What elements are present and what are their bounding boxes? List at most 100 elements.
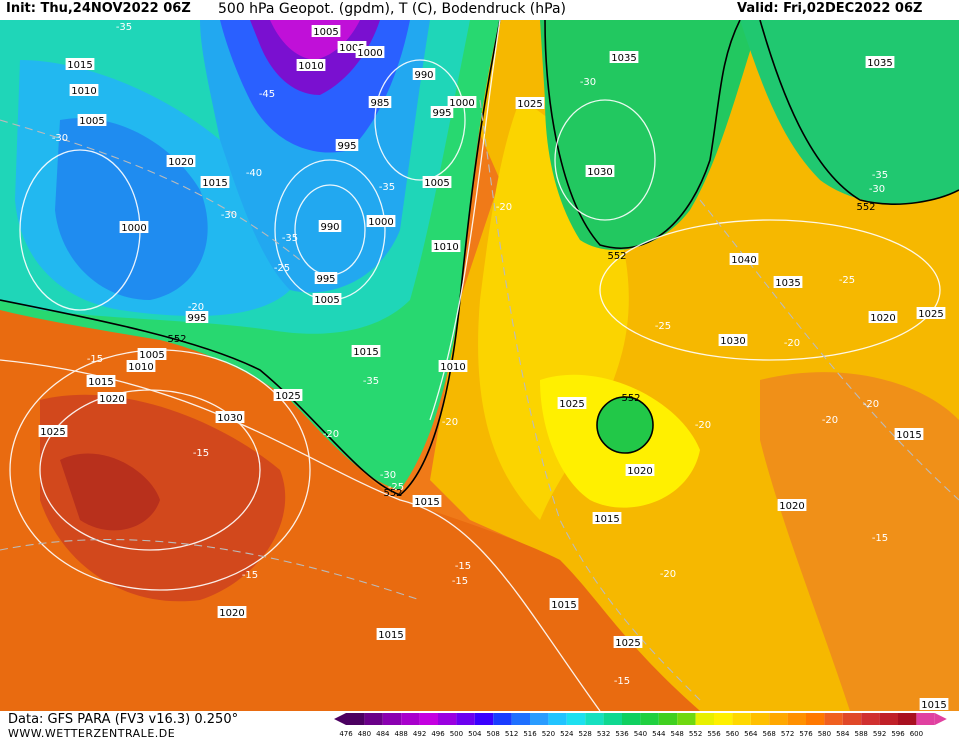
temperature-label: -25	[274, 263, 290, 274]
temperature-label: -15	[193, 448, 209, 459]
scale-swatch	[346, 713, 365, 725]
scale-value-label: 480	[358, 730, 371, 738]
isobar-label: 1010	[71, 86, 96, 97]
isobar-label-box	[312, 293, 342, 305]
isobar-label-box	[894, 428, 924, 440]
isobar-label: 1015	[353, 347, 378, 358]
geopotential-label: 552	[607, 251, 626, 262]
scale-value-label: 596	[891, 730, 905, 738]
scale-swatch	[916, 713, 935, 725]
scale-value-label: 484	[376, 730, 390, 738]
scale-swatch	[603, 713, 622, 725]
temperature-label: -25	[388, 482, 404, 493]
isobar-label: 1020	[779, 501, 804, 512]
scale-value-label: 540	[634, 730, 647, 738]
isobar-label: 1020	[219, 608, 244, 619]
isobar-label-box	[625, 464, 655, 476]
isobar-label-box	[86, 375, 116, 387]
scale-value-label: 552	[689, 730, 702, 738]
isobar-label: 1000	[121, 223, 146, 234]
isobar-label-box	[273, 389, 303, 401]
scale-value-label: 580	[818, 730, 831, 738]
temperature-label: -20	[323, 429, 339, 440]
geopotential-label: 552	[621, 393, 640, 404]
scale-value-label: 488	[395, 730, 408, 738]
color-scale: 476 480 484 488 492 496 500 504 508 512 516 520 524 5…	[334, 713, 947, 738]
temperature-label: -45	[259, 89, 275, 100]
scale-value-label: 512	[505, 730, 518, 738]
scale-swatch	[401, 713, 420, 725]
isobar-label-box	[868, 311, 898, 323]
isobar-label-box	[422, 176, 452, 188]
isobar-label-box	[718, 334, 748, 346]
isobar-label-box	[592, 512, 622, 524]
scale-value-label: 600	[910, 730, 923, 738]
temperature-label: -35	[872, 170, 888, 181]
temperature-label: -25	[839, 275, 855, 286]
isobar-label: 1005	[339, 43, 364, 54]
temperature-label: -25	[655, 321, 671, 332]
scale-value-label: 564	[744, 730, 758, 738]
isobar-label-box	[311, 25, 341, 37]
isobar-label-box	[376, 628, 406, 640]
temperature-label: -20	[822, 415, 838, 426]
scale-arrow-left	[334, 713, 346, 725]
scale-swatch	[419, 713, 438, 725]
geopotential-label: 552	[856, 202, 875, 213]
isobar-label: 1025	[275, 391, 300, 402]
website: WWW.WETTERZENTRALE.DE	[8, 727, 176, 740]
scale-swatch	[824, 713, 843, 725]
scale-value-label: 532	[597, 730, 610, 738]
scale-value-label: 500	[450, 730, 463, 738]
isobar-label: 985	[370, 98, 389, 109]
isobar-label: 1020	[99, 394, 124, 405]
isobar-label: 990	[320, 222, 339, 233]
map-footer: Data: GFS PARA (FV3 v16.3) 0.250° WWW.WE…	[0, 711, 959, 741]
isobar-label: 1030	[587, 167, 612, 178]
isobar-label-box	[38, 425, 68, 437]
temperature-label: -20	[784, 338, 800, 349]
scale-swatch	[382, 713, 402, 725]
isobar-label-box	[549, 598, 579, 610]
temperature-label: -30	[221, 210, 237, 221]
temperature-label: -20	[496, 202, 512, 213]
scale-arrow-right	[934, 713, 947, 725]
scale-swatch	[806, 713, 825, 725]
isobar-label: 1025	[615, 638, 640, 649]
isobar-label-box	[119, 221, 149, 233]
scale-swatch	[364, 713, 383, 725]
isobar-label: 1025	[517, 99, 542, 110]
scale-value-label: 496	[431, 730, 445, 738]
scale-value-label: 520	[542, 730, 555, 738]
color-scale-labels: 476 480 484 488 492 496 500 504 508 512 516 520 524 5…	[339, 730, 923, 738]
isobar-label-box	[65, 58, 95, 70]
temperature-label: -20	[188, 302, 204, 313]
temperature-label: -15	[242, 570, 258, 581]
geopotential-labels: 552 552 552 552 552	[167, 202, 875, 499]
isobar-label: 995	[432, 108, 451, 119]
scale-value-label: 508	[487, 730, 500, 738]
isobar-label-box	[335, 139, 359, 151]
isobar-label-box	[557, 397, 587, 409]
scale-value-label: 516	[523, 730, 537, 738]
isobar-label-box	[430, 106, 454, 118]
temperature-label: -35	[116, 22, 132, 33]
isobar-label: 1000	[368, 217, 393, 228]
isobar-label: 1005	[314, 295, 339, 306]
isobar-label: 1020	[168, 157, 193, 168]
isobar-label-box	[351, 345, 381, 357]
valid-time: Valid: Fri,02DEC2022 06Z	[737, 1, 923, 16]
scale-swatch	[769, 713, 788, 725]
isobars	[0, 20, 941, 711]
scale-swatch	[658, 713, 678, 725]
temperature-label: -35	[379, 182, 395, 193]
temperature-label: -15	[87, 354, 103, 365]
scale-swatch	[714, 713, 733, 725]
scale-value-label: 544	[652, 730, 666, 738]
temperature-label: -30	[869, 184, 885, 195]
isobar-label: 1020	[627, 466, 652, 477]
isobar-label: 990	[414, 70, 433, 81]
isobar-label-box	[919, 698, 949, 710]
scale-swatch	[456, 713, 475, 725]
